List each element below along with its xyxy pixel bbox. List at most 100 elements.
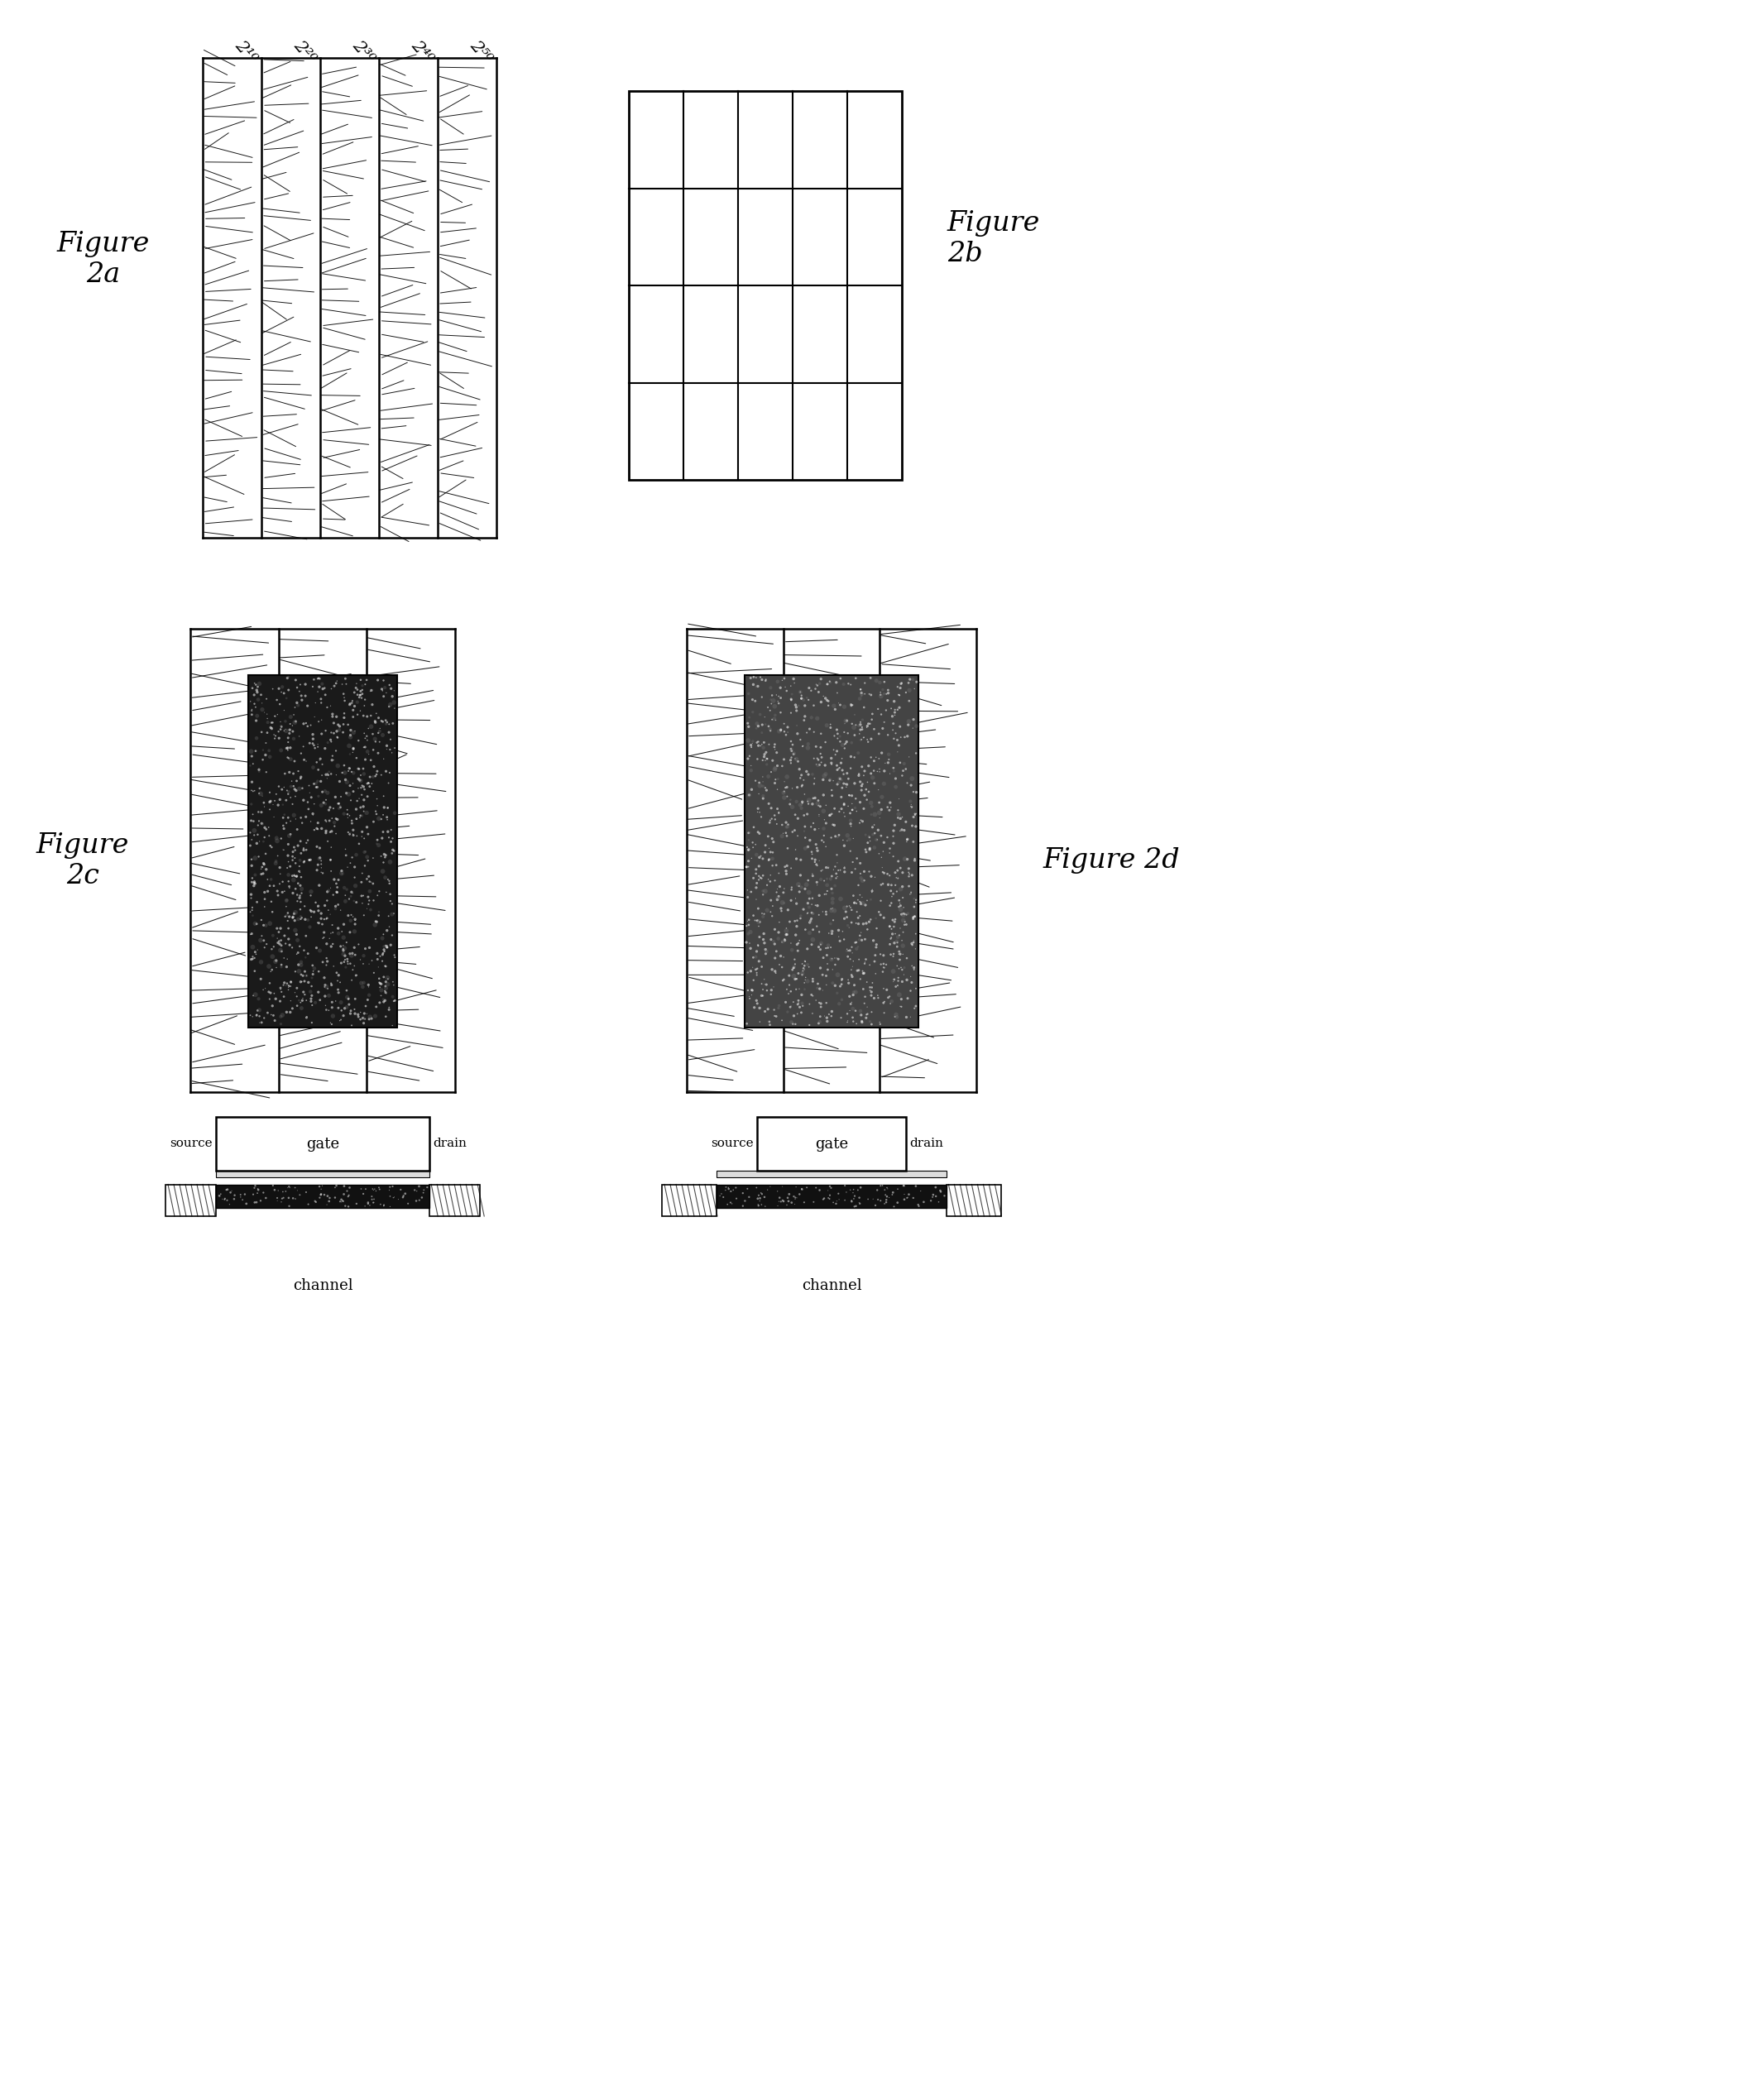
Point <box>318 716 346 750</box>
Point <box>750 859 778 892</box>
Point <box>808 741 836 775</box>
Point <box>362 697 390 731</box>
Point <box>362 921 390 955</box>
Point <box>847 773 875 806</box>
Text: 2⁵⁰: 2⁵⁰ <box>467 38 496 67</box>
Point <box>857 798 886 831</box>
Point <box>335 882 363 915</box>
Point <box>236 804 265 838</box>
Point <box>820 718 848 752</box>
Point <box>743 662 771 695</box>
Point <box>811 829 840 863</box>
Point <box>273 1171 302 1204</box>
Point <box>379 984 407 1018</box>
Point <box>288 683 316 716</box>
Point <box>848 972 877 1005</box>
Point <box>871 1183 900 1217</box>
Point <box>277 743 305 777</box>
Point <box>886 953 914 986</box>
Point <box>367 940 395 974</box>
Point <box>903 710 931 743</box>
Point <box>757 923 785 957</box>
Point <box>803 848 831 882</box>
Point <box>743 959 771 993</box>
Point <box>303 848 332 882</box>
Point <box>785 984 813 1018</box>
Point <box>310 888 339 921</box>
Point <box>850 986 878 1020</box>
Point <box>748 967 776 1001</box>
Point <box>847 846 875 879</box>
Point <box>213 1173 242 1206</box>
Point <box>741 685 769 718</box>
Point <box>309 785 337 819</box>
Point <box>266 934 295 967</box>
Point <box>901 810 930 844</box>
Point <box>243 999 272 1032</box>
Point <box>778 871 806 905</box>
Point <box>764 921 792 955</box>
Point <box>303 976 332 1009</box>
Point <box>303 907 332 940</box>
Point <box>878 903 907 936</box>
Point <box>348 800 376 833</box>
Point <box>316 815 344 848</box>
Point <box>767 750 796 783</box>
Point <box>750 926 778 959</box>
Point <box>896 789 924 823</box>
Point <box>810 1183 838 1217</box>
Point <box>861 938 889 972</box>
Point <box>243 995 272 1028</box>
Point <box>300 951 328 984</box>
Point <box>884 949 912 982</box>
Point <box>845 877 873 911</box>
Point <box>268 934 296 967</box>
Point <box>293 710 321 743</box>
Point <box>363 905 392 938</box>
Point <box>882 917 910 951</box>
Point <box>240 955 268 988</box>
Point <box>811 967 840 1001</box>
Text: gate: gate <box>307 1137 339 1152</box>
Point <box>245 1005 273 1039</box>
Point <box>748 708 776 741</box>
Point <box>280 842 309 875</box>
Point <box>305 869 333 903</box>
Point <box>280 859 309 892</box>
Point <box>734 974 762 1007</box>
Point <box>360 884 388 917</box>
Point <box>857 875 886 909</box>
Point <box>379 980 407 1013</box>
Point <box>854 997 882 1030</box>
Point <box>813 1001 841 1034</box>
Point <box>833 725 861 758</box>
Point <box>847 888 875 921</box>
Point <box>797 810 826 844</box>
Point <box>323 875 351 909</box>
Point <box>789 951 817 984</box>
Point <box>265 915 293 949</box>
Point <box>379 685 407 718</box>
Point <box>780 951 808 984</box>
Point <box>871 1185 900 1219</box>
Point <box>843 886 871 919</box>
Point <box>318 909 346 942</box>
Point <box>360 804 388 838</box>
Point <box>815 1171 843 1204</box>
Point <box>346 798 374 831</box>
Point <box>813 685 841 718</box>
Point <box>295 823 323 856</box>
Point <box>898 808 926 842</box>
Point <box>263 683 291 716</box>
Point <box>340 714 369 748</box>
Point <box>298 957 326 990</box>
Point <box>369 821 397 854</box>
Point <box>310 980 339 1013</box>
Point <box>259 930 288 963</box>
Point <box>242 938 270 972</box>
Point <box>808 854 836 888</box>
Point <box>785 1177 813 1210</box>
Point <box>847 999 875 1032</box>
Point <box>838 689 866 722</box>
Point <box>286 903 314 936</box>
